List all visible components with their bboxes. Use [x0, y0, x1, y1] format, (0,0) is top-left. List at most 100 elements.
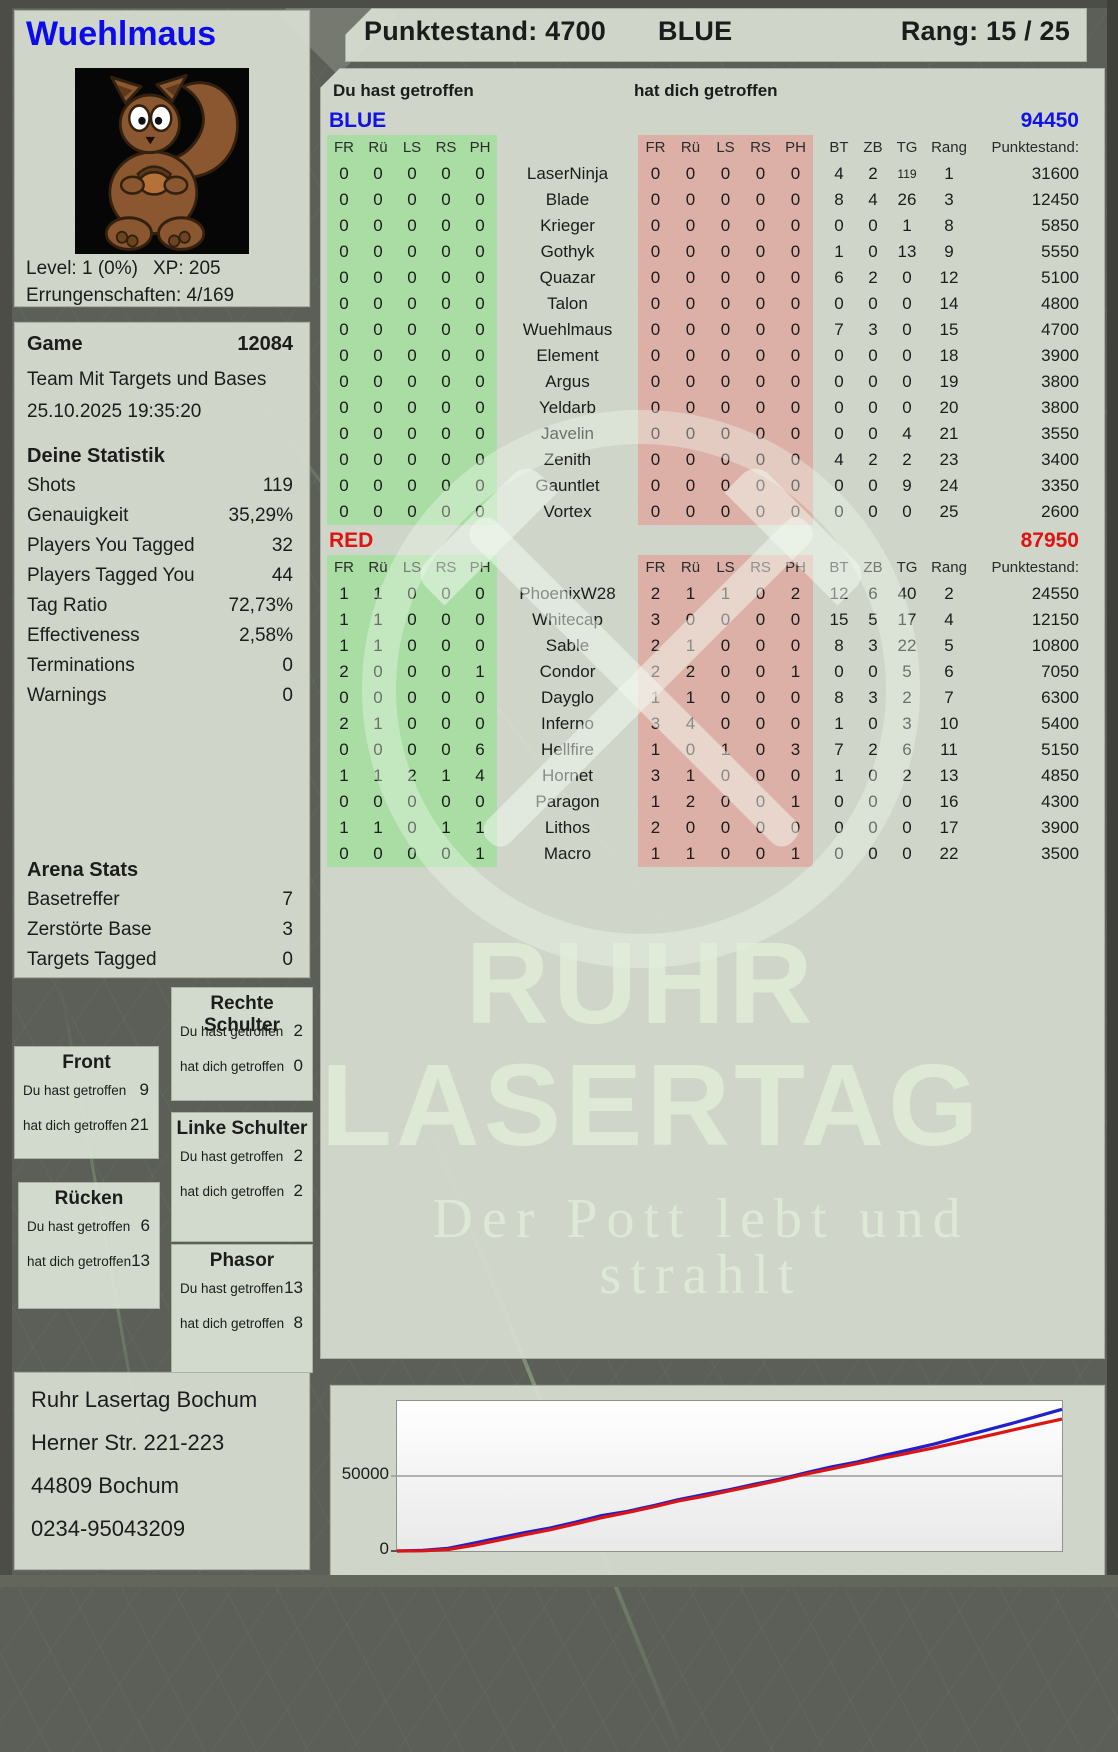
hit-cell: 0: [327, 737, 361, 763]
got-cell: 0: [673, 369, 708, 395]
got-cell: 0: [673, 161, 708, 187]
got-col-header: FR: [638, 555, 673, 581]
game-number-row: Game 12084: [27, 333, 293, 356]
tg-cell: 9: [902, 476, 912, 495]
score-row: 1 1 0 0 0 PhoenixW28 2 1 1 0 2 12 6 40 2 24550: [327, 581, 1098, 607]
hit-value: 13: [284, 1278, 303, 1297]
hit-label: Du hast getroffen: [180, 1149, 284, 1164]
got-label: hat dich getroffen: [180, 1059, 285, 1074]
stat-value: 119: [262, 475, 293, 496]
hit-cell: 1: [361, 763, 395, 789]
bt-cell: 0: [834, 792, 844, 811]
hit-cell: 0: [463, 473, 497, 499]
got-cell: 0: [743, 265, 778, 291]
team-title-row: RED 87950: [327, 529, 1098, 555]
hit-cell: 1: [463, 841, 497, 867]
hit-label: Du hast getroffen: [23, 1083, 127, 1098]
team-total-score: 94450: [1020, 109, 1079, 132]
trend-line-blue: [396, 1407, 1063, 1553]
hit-cell: 0: [395, 239, 429, 265]
score-row: 0 0 0 0 1 Macro 1 1 0 0 1 0 0 0 22 3500: [327, 841, 1098, 867]
zb-cell: 2: [868, 164, 878, 183]
bodypart-box-front: Front Du hast getroffen 9 hat dich getrof…: [14, 1046, 159, 1159]
score-table-header: FR Rü LS RS PH FR Rü LS RS PH BT ZB TG Rang Punktestan…: [327, 135, 1098, 161]
stat-row: Targets Tagged 0: [27, 949, 293, 971]
got-cell: 0: [743, 187, 778, 213]
got-cell: 0: [673, 213, 708, 239]
score-row: 0 0 0 0 0 Yeldarb 0 0 0 0 0 0 0 0 20 3800: [327, 395, 1098, 421]
score-row: 0 0 0 0 0 Argus 0 0 0 0 0 0 0 0 19 3800: [327, 369, 1098, 395]
got-cell: 0: [743, 607, 778, 633]
got-cell: 1: [673, 633, 708, 659]
hit-cell: 0: [361, 265, 395, 291]
hit-cell: 2: [327, 711, 361, 737]
hit-cell: 0: [327, 473, 361, 499]
stat-row: Basetreffer 7: [27, 889, 293, 911]
scoreboard-panel: Du hast getroffen hat dich getroffen BLU…: [320, 68, 1105, 1359]
rang-cell: 24: [939, 476, 959, 495]
got-cell: 2: [673, 789, 708, 815]
hit-value: 9: [139, 1080, 149, 1099]
game-label: Game: [27, 333, 83, 355]
punktestand-cell: 3500: [1041, 844, 1079, 863]
zb-cell: 0: [868, 424, 878, 443]
got-cell: 0: [638, 161, 673, 187]
got-cell: 0: [708, 473, 743, 499]
got-cell: 0: [708, 711, 743, 737]
score-row: 0 0 0 0 0 Gauntlet 0 0 0 0 0 0 0 9 24 3350: [327, 473, 1098, 499]
got-value: 2: [293, 1181, 303, 1200]
hit-cell: 0: [327, 213, 361, 239]
hit-cell: 0: [361, 395, 395, 421]
hit-cell: 0: [429, 685, 463, 711]
stat-col-header: Rang: [931, 139, 967, 156]
tg-cell: 13: [897, 242, 917, 261]
got-cell: 0: [708, 369, 743, 395]
got-cell: 2: [638, 633, 673, 659]
hit-cell: 0: [429, 711, 463, 737]
hit-col-header: LS: [395, 135, 429, 161]
hit-value: 2: [293, 1021, 303, 1040]
hit-col-header: FR: [327, 135, 361, 161]
player-name-cell: Blade: [545, 190, 590, 209]
got-cell: 0: [743, 239, 778, 265]
hit-cell: 0: [361, 473, 395, 499]
got-cell: 0: [743, 737, 778, 763]
trend-line-red: [396, 1417, 1063, 1553]
punktestand-cell: 4850: [1041, 766, 1079, 785]
hit-cell: 0: [429, 737, 463, 763]
tg-cell: 119: [897, 167, 917, 181]
bt-cell: 4: [834, 164, 844, 183]
bt-cell: 0: [834, 346, 844, 365]
score-row: 2 1 0 0 0 Inferno 3 4 0 0 0 1 0 3 10 5400: [327, 711, 1098, 737]
punktestand-cell: 24550: [1031, 584, 1079, 603]
hit-cell: 0: [395, 815, 429, 841]
hit-cell: 0: [327, 789, 361, 815]
hit-cell: 0: [395, 265, 429, 291]
punktestand-value: Punktestand: 4700: [364, 16, 606, 46]
got-col-header: Rü: [673, 135, 708, 161]
hit-cell: 0: [463, 161, 497, 187]
got-cell: 0: [708, 447, 743, 473]
venue-address-panel: Ruhr Lasertag Bochum Herner Str. 221-223…: [14, 1372, 310, 1570]
got-cell: 0: [673, 343, 708, 369]
punktestand-cell: 3900: [1041, 818, 1079, 837]
zb-cell: 0: [868, 476, 878, 495]
tg-cell: 0: [902, 398, 912, 417]
hit-cell: 1: [361, 815, 395, 841]
frame-edge-top: [0, 0, 1118, 8]
zb-cell: 0: [868, 502, 878, 521]
punktestand-cell: 3900: [1041, 346, 1079, 365]
got-cell: 1: [708, 581, 743, 607]
hit-label: Du hast getroffen: [27, 1219, 131, 1234]
punktestand-cell: 7050: [1041, 662, 1079, 681]
got-value: 13: [131, 1251, 150, 1270]
player-name-cell: Hellfire: [541, 740, 594, 759]
hit-cell: 0: [429, 607, 463, 633]
stat-value: 72,73%: [228, 595, 293, 616]
score-row: 0 0 0 0 0 LaserNinja 0 0 0 0 0 4 2 119 1 31600: [327, 161, 1098, 187]
team-total-score: 87950: [1020, 529, 1079, 552]
game-datetime: 25.10.2025 19:35:20: [27, 401, 202, 422]
punktestand-cell: 5850: [1041, 216, 1079, 235]
got-cell: 0: [708, 265, 743, 291]
stat-row: Tag Ratio 72,73%: [27, 595, 293, 617]
